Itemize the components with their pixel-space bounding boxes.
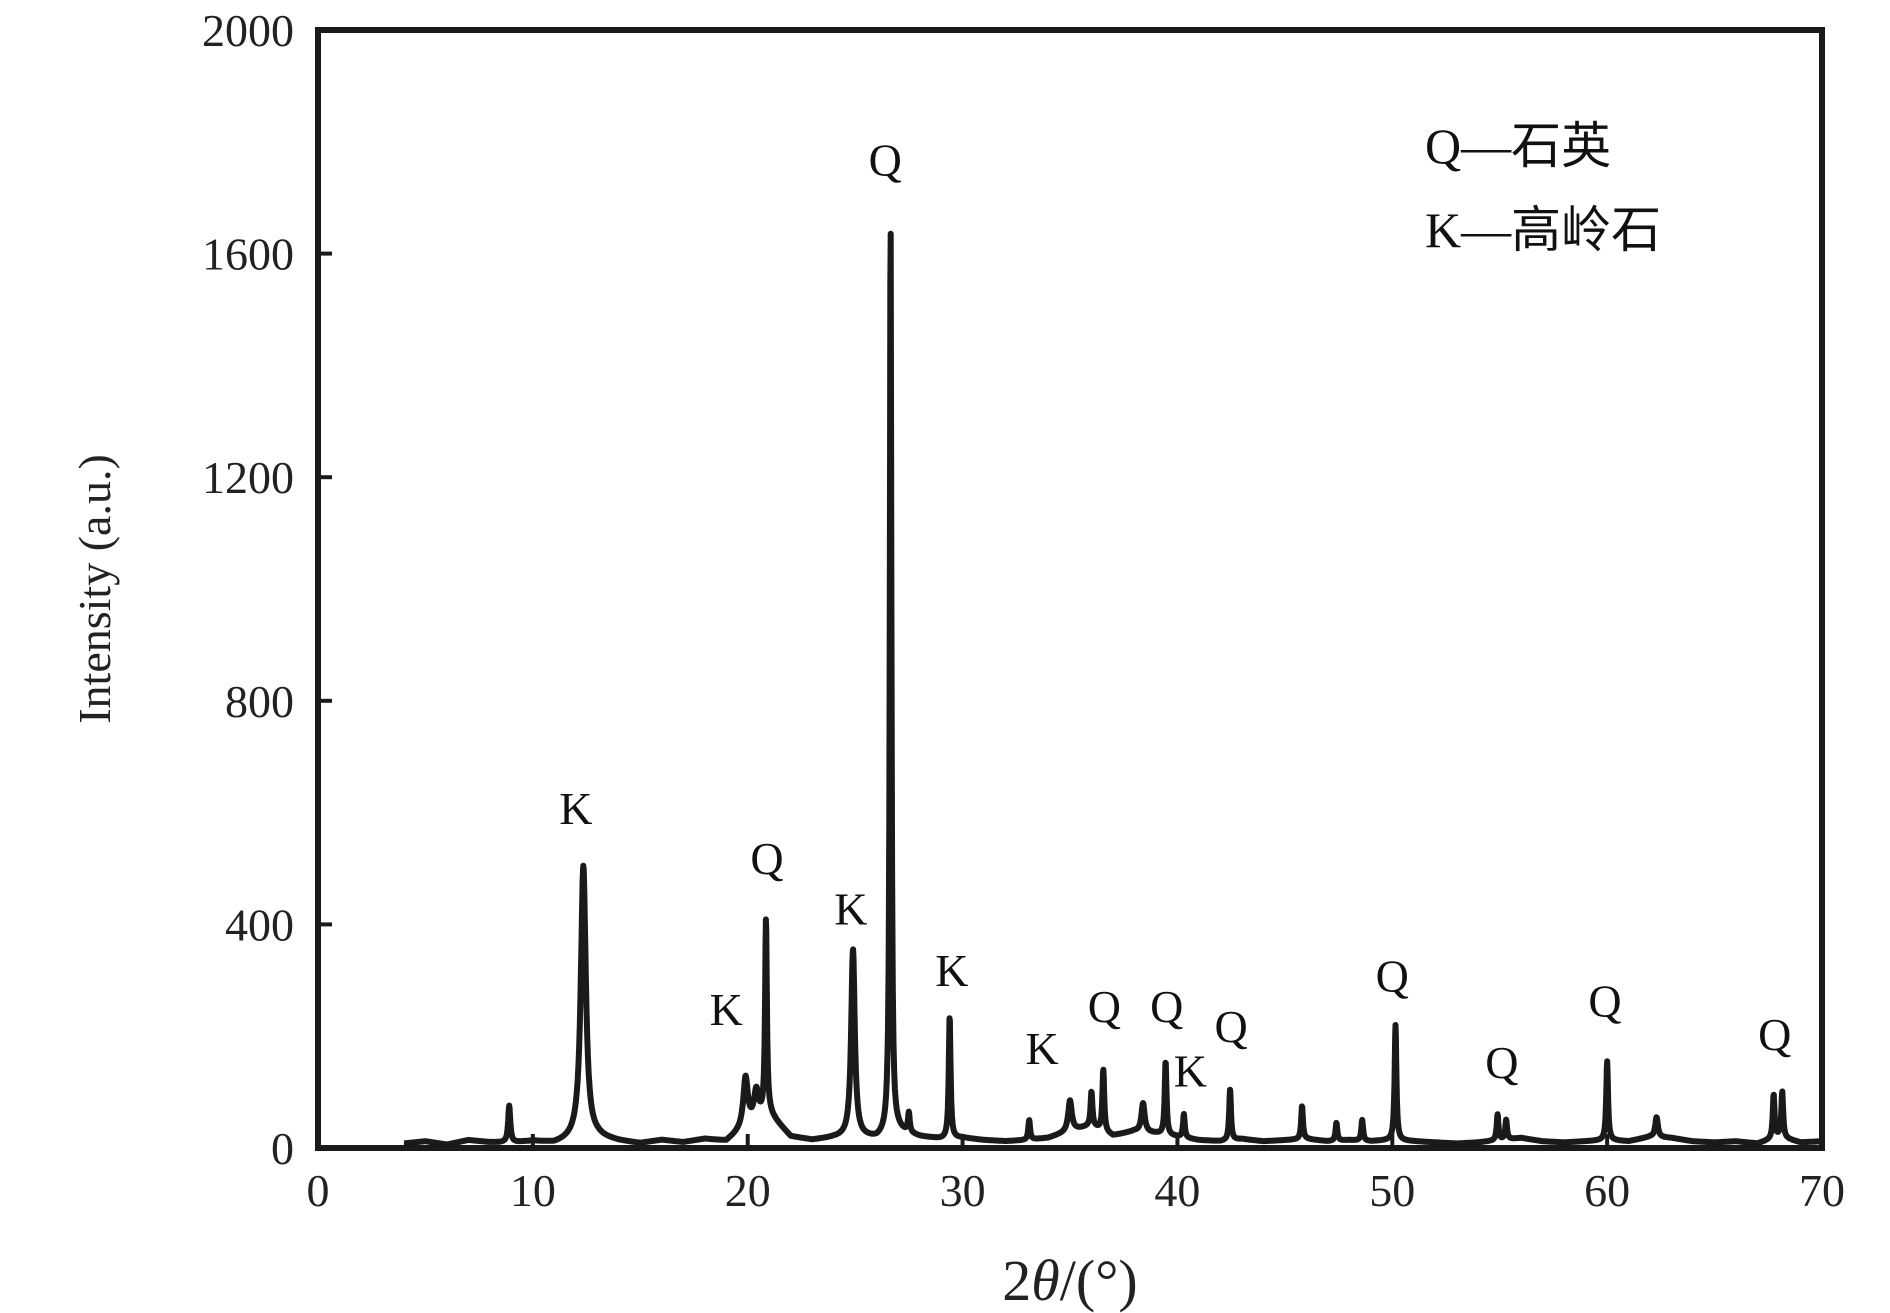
peak-label: Q xyxy=(1150,981,1183,1032)
peak-label: Q xyxy=(869,134,902,185)
x-tick-label: 70 xyxy=(1799,1165,1845,1216)
y-tick-label: 1600 xyxy=(202,229,294,280)
x-tick-label: 0 xyxy=(307,1165,330,1216)
plot-frame xyxy=(315,27,1825,1151)
y-axis-title: Intensity (a.u.) xyxy=(69,454,120,724)
x-tick-label: 40 xyxy=(1154,1165,1200,1216)
peak-label: K xyxy=(935,945,968,996)
x-tick-label: 20 xyxy=(725,1165,771,1216)
peak-label: Q xyxy=(750,833,783,884)
xrd-pattern-line xyxy=(401,230,1825,1148)
legend-symbol-k: K xyxy=(1425,202,1461,258)
peak-label: K xyxy=(559,783,592,834)
x-tick-label: 50 xyxy=(1369,1165,1415,1216)
x-tick-label: 10 xyxy=(510,1165,556,1216)
legend: Q—石英 K—高岭石 xyxy=(1425,118,1661,258)
legend-symbol-q: Q xyxy=(1425,118,1461,174)
peak-label: K xyxy=(834,883,867,934)
peak-label: Q xyxy=(1376,950,1409,1001)
y-axis: 0 400 800 1200 1600 2000 xyxy=(202,5,332,1174)
y-tick-label: 2000 xyxy=(202,5,294,56)
x-axis-title-symbol: θ xyxy=(1031,1248,1060,1313)
peak-label: K xyxy=(1174,1046,1207,1097)
peak-label: Q xyxy=(1588,976,1621,1027)
x-axis-title-suffix: /(°) xyxy=(1060,1248,1138,1313)
y-tick-label: 800 xyxy=(225,676,294,727)
x-axis-title-prefix: 2 xyxy=(1002,1248,1031,1313)
peak-label: Q xyxy=(1215,1001,1248,1052)
x-axis: 0 10 20 30 40 50 60 70 xyxy=(307,1134,1845,1216)
y-tick-label: 0 xyxy=(271,1123,294,1174)
y-tick-label: 400 xyxy=(225,899,294,950)
x-tick-label: 60 xyxy=(1584,1165,1630,1216)
series-layer xyxy=(401,230,1825,1148)
legend-entry-kaolinite: K—高岭石 xyxy=(1425,202,1661,258)
x-tick-label: 30 xyxy=(940,1165,986,1216)
peak-label: Q xyxy=(1485,1037,1518,1088)
peak-label: K xyxy=(1025,1023,1058,1074)
peak-label: Q xyxy=(1088,981,1121,1032)
y-tick-label: 1200 xyxy=(202,452,294,503)
peak-label: Q xyxy=(1758,1009,1791,1060)
legend-text-q: —石英 xyxy=(1460,118,1611,174)
legend-entry-quartz: Q—石英 xyxy=(1425,118,1611,174)
peak-label: K xyxy=(710,984,743,1035)
plot-area xyxy=(315,27,1825,1151)
legend-text-k: —高岭石 xyxy=(1460,202,1661,258)
x-axis-title: 2θ/(°) xyxy=(1002,1248,1137,1313)
